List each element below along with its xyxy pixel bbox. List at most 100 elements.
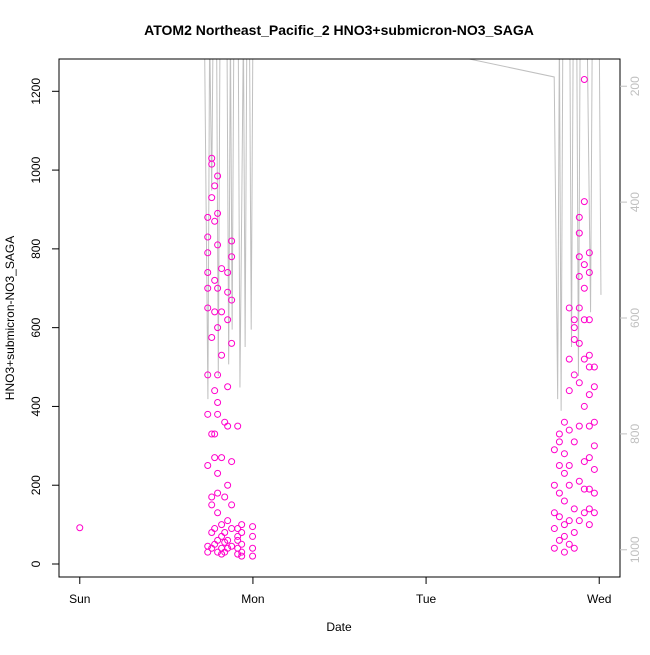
point [228, 339, 236, 347]
point [204, 304, 212, 312]
point [550, 544, 558, 552]
point [228, 253, 236, 261]
point [238, 552, 246, 560]
point [570, 335, 578, 343]
point [575, 213, 583, 221]
point [224, 544, 232, 552]
point [585, 363, 593, 371]
y2-tick-label: 400 [628, 192, 642, 212]
point [580, 261, 588, 269]
point [208, 160, 216, 168]
point [565, 462, 573, 470]
point [570, 371, 578, 379]
point [211, 217, 219, 225]
point [585, 422, 593, 430]
point [214, 469, 222, 477]
point [560, 469, 568, 477]
point [211, 525, 219, 533]
point [575, 253, 583, 261]
point [575, 229, 583, 237]
point [570, 544, 578, 552]
x-axis-label: Date [326, 620, 352, 634]
point [238, 528, 246, 536]
point [221, 493, 229, 501]
point [224, 422, 232, 430]
x-tick-label: Mon [241, 592, 264, 606]
point [208, 493, 216, 501]
point [570, 438, 578, 446]
point [565, 304, 573, 312]
point [570, 324, 578, 332]
point [565, 517, 573, 525]
x-tick-label: Wed [587, 592, 611, 606]
point [214, 324, 222, 332]
y-tick-label: 400 [29, 396, 43, 416]
point [575, 379, 583, 387]
point [218, 308, 226, 316]
point [555, 536, 563, 544]
point [211, 454, 219, 462]
point [580, 284, 588, 292]
point [211, 308, 219, 316]
x-tick-label: Sun [69, 592, 90, 606]
point [575, 339, 583, 347]
point [234, 550, 242, 558]
point [560, 418, 568, 426]
point [580, 355, 588, 363]
point [585, 316, 593, 324]
y-tick-label: 200 [29, 475, 43, 495]
point [555, 430, 563, 438]
point [224, 316, 232, 324]
point [590, 383, 598, 391]
point [585, 351, 593, 359]
point [575, 272, 583, 280]
point [218, 265, 226, 273]
point [204, 371, 212, 379]
point [580, 402, 588, 410]
point [234, 536, 242, 544]
point [565, 426, 573, 434]
point [570, 505, 578, 513]
point [218, 521, 226, 529]
point [214, 509, 222, 517]
line-series [204, 59, 602, 411]
point [580, 509, 588, 517]
point [580, 75, 588, 83]
point [585, 505, 593, 513]
point [580, 458, 588, 466]
point [234, 422, 242, 430]
point [224, 383, 232, 391]
point [238, 521, 246, 529]
point [224, 481, 232, 489]
point [580, 198, 588, 206]
point [218, 454, 226, 462]
point [208, 501, 216, 509]
point [208, 430, 216, 438]
point [550, 446, 558, 454]
point [221, 528, 229, 536]
point [560, 548, 568, 556]
y-tick-label: 800 [29, 239, 43, 259]
point [575, 477, 583, 485]
y2-tick-label: 600 [628, 308, 642, 328]
point [560, 532, 568, 540]
point [224, 517, 232, 525]
point [560, 497, 568, 505]
point [570, 528, 578, 536]
point [565, 481, 573, 489]
point [228, 237, 236, 245]
point [238, 548, 246, 556]
point [580, 316, 588, 324]
point [204, 542, 212, 550]
point [590, 489, 598, 497]
point [585, 391, 593, 399]
point [590, 465, 598, 473]
point [211, 276, 219, 284]
point [218, 351, 226, 359]
point [224, 288, 232, 296]
point [214, 398, 222, 406]
point [214, 371, 222, 379]
point [204, 233, 212, 241]
